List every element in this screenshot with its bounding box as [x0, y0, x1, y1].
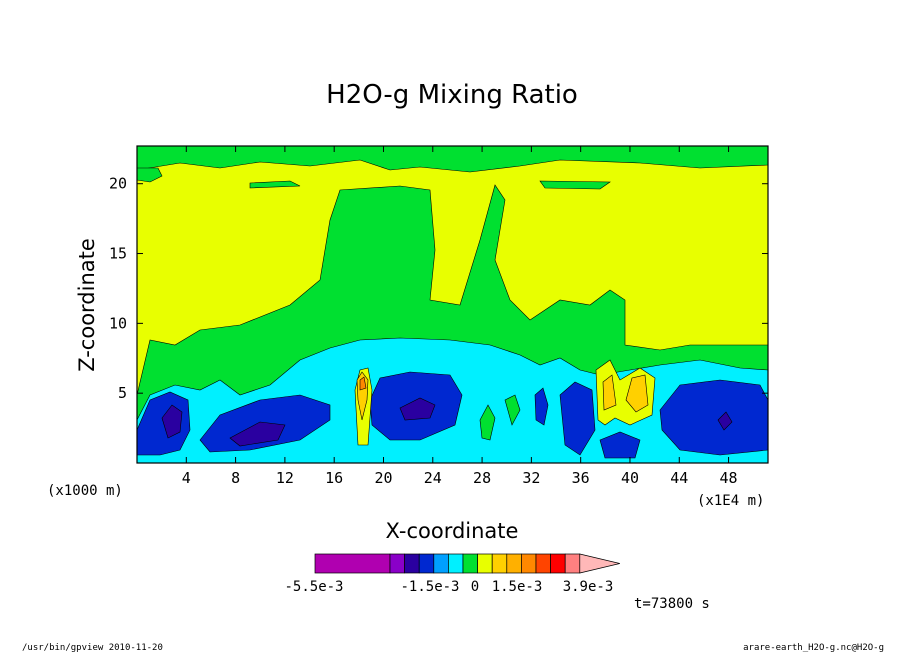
x-tick-label: 44: [670, 469, 688, 487]
colorbar-label: -1.5e-3: [400, 579, 459, 595]
x-axis: 4 8 12 16 20 24 28 32 36 40 44 48: [182, 146, 738, 487]
contour-top-strip: [539, 180, 611, 190]
colorbar-swatch: [535, 553, 551, 574]
colorbar-swatch: [506, 553, 522, 574]
contour-green-island: [479, 404, 496, 441]
x-axis-label: X-coordinate: [386, 519, 519, 543]
colorbar-swatch: [550, 553, 566, 574]
x-axis-unit-left: (x1000 m): [47, 483, 123, 499]
chart-title: H2O-g Mixing Ratio: [326, 80, 578, 110]
colorbar-swatch: [448, 553, 464, 574]
y-tick-label: 5: [118, 384, 127, 402]
footer-right: arare-earth_H2O-g.nc@H2O-g: [743, 643, 884, 653]
colorbar-label: 3.9e-3: [563, 579, 614, 595]
contour-blue-east: [559, 381, 596, 456]
plot-frame: [136, 145, 769, 464]
contour-green-island: [504, 394, 521, 426]
y-axis-label: Z-coordinate: [75, 238, 99, 372]
x-tick-label: 48: [720, 469, 738, 487]
footer-left: /usr/bin/gpview 2010-11-20: [22, 643, 163, 653]
contour-core: [161, 404, 183, 439]
x-tick-label: 28: [473, 469, 491, 487]
contour-blue-small: [534, 387, 549, 426]
y-tick-label: 10: [109, 314, 127, 332]
colorbar-swatch: [418, 553, 435, 574]
colorbar-swatch: [462, 553, 478, 574]
x-tick-label: 40: [621, 469, 639, 487]
colorbar-label: -5.5e-3: [284, 579, 343, 595]
colorbar-swatch: [433, 553, 449, 574]
x-tick-label: 16: [325, 469, 343, 487]
colorbar-swatch: [314, 553, 391, 574]
colorbar: [314, 553, 620, 574]
colorbar-label: 0: [471, 579, 479, 595]
colorbar-swatch: [389, 553, 405, 574]
x-tick-label: 8: [231, 469, 240, 487]
contour-plume-right: [602, 374, 617, 411]
colorbar-swatch: [491, 553, 508, 574]
y-tick-label: 15: [109, 245, 127, 263]
contour-core: [717, 411, 733, 431]
contour-blue-bottom: [599, 431, 641, 459]
colorbar-swatch: [404, 553, 420, 574]
contour-field: [137, 146, 768, 463]
contour-top-band: [137, 146, 768, 173]
x-tick-label: 12: [276, 469, 294, 487]
contour-top-blob: [137, 167, 163, 183]
contour-blue-right: [659, 379, 768, 456]
x-tick-label: 36: [572, 469, 590, 487]
y-tick-label: 20: [109, 175, 127, 193]
colorbar-label: 1.5e-3: [492, 579, 543, 595]
contour-top-strip: [249, 180, 301, 189]
colorbar-swatch: [521, 553, 537, 574]
contour-core: [229, 421, 286, 447]
x-tick-label: 4: [182, 469, 191, 487]
x-tick-label: 20: [374, 469, 392, 487]
contour-plume-center: [359, 376, 367, 391]
contour-core: [399, 397, 436, 421]
contour-plume-right: [625, 374, 649, 413]
time-label: t=73800 s: [634, 596, 710, 612]
colorbar-swatch: [477, 553, 493, 574]
y-axis: 5 10 15 20: [109, 175, 768, 402]
x-tick-label: 24: [424, 469, 442, 487]
colorbar-arrow: [579, 553, 620, 574]
x-tick-label: 32: [522, 469, 540, 487]
colorbar-swatch: [564, 553, 581, 574]
x-axis-unit-right: (x1E4 m): [697, 493, 764, 509]
